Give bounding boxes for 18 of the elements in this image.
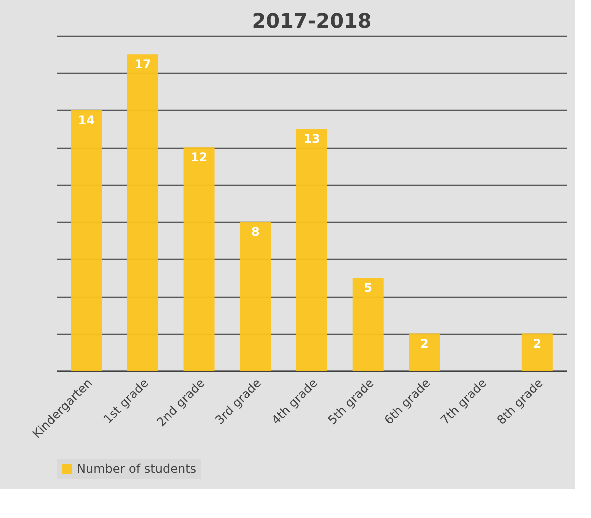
legend-label: Number of students: [77, 462, 197, 476]
data-label: 12: [190, 150, 208, 165]
bar: [71, 110, 102, 371]
data-label: 13: [304, 132, 320, 146]
data-label: 8: [251, 225, 260, 240]
bar: [127, 54, 158, 371]
bar: [184, 148, 215, 371]
data-label: 5: [364, 280, 373, 295]
data-label: 2: [533, 336, 542, 351]
bar: [522, 334, 553, 371]
data-label: 14: [78, 113, 95, 128]
bar: [409, 334, 440, 371]
bar: [352, 278, 384, 371]
bar: [296, 129, 328, 371]
data-label: 17: [134, 58, 152, 72]
bar: [240, 222, 272, 371]
chart-title: 2017-2018: [252, 9, 372, 33]
data-label: 2: [420, 336, 429, 351]
